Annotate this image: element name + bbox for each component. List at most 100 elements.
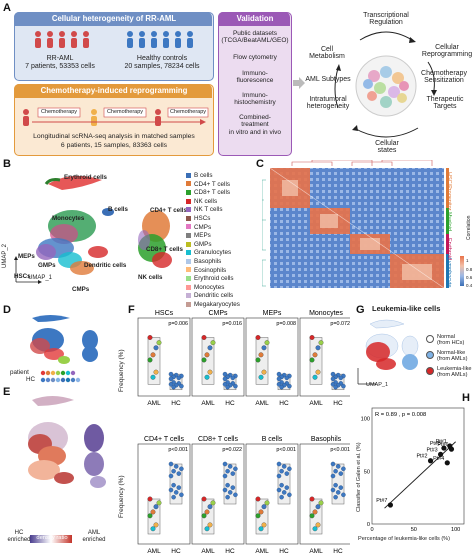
h-xtick: 0 [370, 527, 373, 533]
aml-point [207, 369, 213, 375]
hc-point [227, 464, 233, 469]
hc-point [222, 382, 228, 387]
aml-point [309, 496, 315, 502]
legend-swatch [186, 181, 191, 187]
panel-h-label: H [462, 392, 470, 404]
h-point-label: Pt#5 [430, 441, 441, 447]
cluster-label: GMPs [38, 262, 56, 269]
aml-point [255, 496, 261, 502]
hc-point [179, 466, 184, 472]
facet-title: CD4+ T cells [144, 436, 185, 443]
hc-point [179, 383, 184, 389]
facet-title: CD8+ T cells [198, 436, 239, 443]
umap-d-plot [30, 315, 98, 364]
hc-point [330, 461, 336, 467]
aml-point [318, 500, 324, 506]
hc-point [341, 492, 346, 498]
legend-swatch [186, 190, 191, 196]
colorbar-tick-1: 0.6 [466, 275, 473, 280]
rr-aml-title: RR-AML [46, 55, 74, 62]
panel-d-label: D [3, 304, 11, 316]
h-xtick: 50 [411, 527, 417, 533]
hc-point [176, 471, 182, 476]
hc-point [225, 468, 230, 474]
legend-label: NK T cells [194, 206, 223, 214]
hc-enriched-label: HC enriched [7, 530, 31, 544]
hc-point [279, 482, 284, 488]
validation-item: Immuno- fluorescence [236, 70, 274, 85]
hc-point [276, 376, 282, 382]
cluster-label: CD8+ T cells [146, 246, 183, 253]
cluster-label: HSCs [14, 273, 31, 280]
leukemia-umap-plot [357, 319, 419, 385]
hc-point [168, 371, 174, 377]
leukemia-legend: Normal (from HCs) Normal-like (from AMLs)… [426, 334, 472, 381]
facet-title: Basophils [311, 436, 342, 443]
legend-item: CMPs [186, 224, 240, 233]
legend-swatch [186, 275, 191, 281]
aml-point [153, 504, 159, 510]
aml-point [315, 345, 321, 351]
validation-title: Validation [236, 14, 274, 23]
h-xlabel: Percentage of leukemia-like cells (%) [358, 536, 451, 542]
group-label: AML [309, 400, 323, 407]
h-point [441, 445, 447, 451]
legend-item: NK cells [186, 198, 240, 207]
frequency-boxplots: HSCs p=0.006 AML HC CMPs p=0.016 AML HC MEPs p=0.… [137, 310, 350, 555]
cluster-label: B cells [108, 206, 128, 213]
hc-point [233, 492, 238, 498]
chemo-label-2: Chemotherapy [106, 109, 144, 115]
cell-type-legend: B cells CD4+ T cells CD8+ T cells NK cells N… [186, 172, 240, 310]
g-legend-label: Leukemia-like (from AMLs) [437, 365, 472, 379]
cycle-chemo-sens: Chemotherapy Sensitization [421, 70, 467, 85]
aml-point [201, 357, 207, 363]
hc-point [168, 487, 174, 493]
legend-item: CD8+ T cells [186, 189, 240, 198]
hc-point [330, 371, 336, 377]
group-label: AML [147, 400, 161, 407]
hc-point [335, 464, 341, 469]
p-value: p=0.022 [222, 447, 242, 453]
g-legend-swatch [426, 350, 434, 359]
chemotherapy-timeline [23, 107, 209, 126]
aml-point [258, 352, 264, 358]
hc-point [330, 376, 336, 382]
hc-point [338, 471, 344, 476]
legend-label: HSCs [194, 214, 211, 222]
hc-point [333, 494, 338, 500]
legend-swatch [186, 172, 191, 178]
legend-item: GMPs [186, 241, 240, 250]
hc-point [168, 461, 174, 467]
aml-point [315, 504, 321, 510]
aml-point [204, 352, 210, 358]
hc-point [222, 473, 228, 479]
colorbar-tick-3: 1 [466, 258, 469, 263]
cluster-label: CD4+ T cells [150, 207, 187, 214]
hc-point [179, 492, 184, 498]
group-label: HC [333, 548, 343, 555]
group-label: HC [225, 548, 235, 555]
hc-point [333, 482, 338, 488]
legend-label: Granulocytes [194, 249, 232, 257]
hc-point [168, 473, 174, 479]
panel-e-label: E [3, 386, 11, 398]
aml-point [315, 369, 321, 375]
legend-label: Basophils [194, 257, 222, 265]
density-gradient-bar [30, 535, 72, 543]
hc-sub: 20 samples, 78234 cells [124, 63, 200, 70]
g-legend-swatch [426, 366, 434, 375]
g-legend-item: Leukemia-like (from AMLs) [426, 366, 472, 379]
hc-point [276, 461, 282, 467]
aml-point [207, 522, 213, 528]
h-point [427, 458, 434, 464]
legend-label: NK cells [194, 197, 218, 205]
h-point [444, 460, 450, 466]
hc-point [333, 468, 338, 474]
aml-point [309, 513, 315, 519]
hc-point [230, 485, 236, 490]
facet-title: HSCs [155, 310, 174, 317]
cluster-label: CMPs [72, 286, 90, 293]
legend-item: Basophils [186, 258, 240, 267]
hc-point [222, 376, 228, 382]
aml-point [258, 509, 264, 515]
